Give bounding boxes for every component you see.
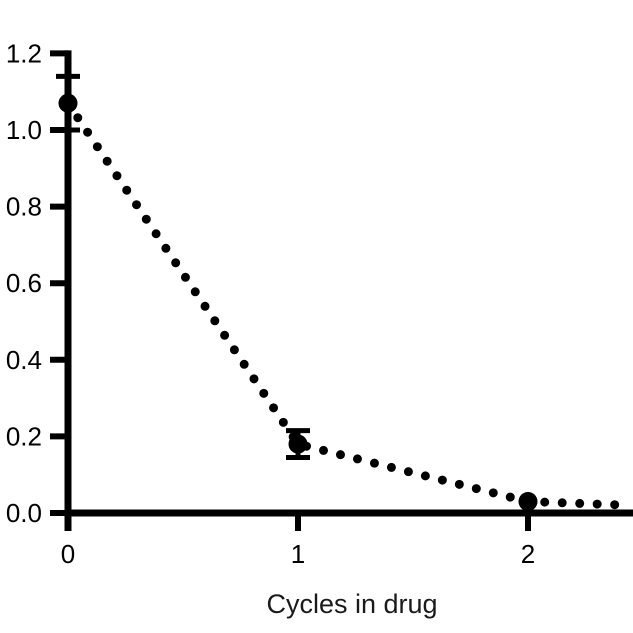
y-tick-label: 0.2 [6, 421, 42, 451]
data-point-layer [58, 93, 538, 512]
series-line [63, 98, 633, 510]
y-tick-label: 1.0 [6, 115, 42, 145]
series-line-layer [63, 98, 633, 510]
axes [50, 50, 633, 531]
data-point [518, 492, 538, 512]
x-tick-label: 0 [61, 539, 75, 569]
y-tick-label: 1.2 [6, 38, 42, 68]
x-tick-label: 1 [291, 539, 305, 569]
y-tick-label: 0.4 [6, 345, 42, 375]
x-axis-title: Cycles in drug [266, 589, 437, 619]
x-tick-label: 2 [521, 539, 535, 569]
error-bar-layer [56, 73, 310, 460]
tick-labels: 0.0 0.2 0.4 0.6 0.8 1.0 1.2 0 1 2 [6, 38, 535, 569]
y-tick-label: 0.8 [6, 192, 42, 222]
data-point [288, 434, 308, 454]
y-tick-label: 0.0 [6, 498, 42, 528]
y-tick-label: 0.6 [6, 268, 42, 298]
